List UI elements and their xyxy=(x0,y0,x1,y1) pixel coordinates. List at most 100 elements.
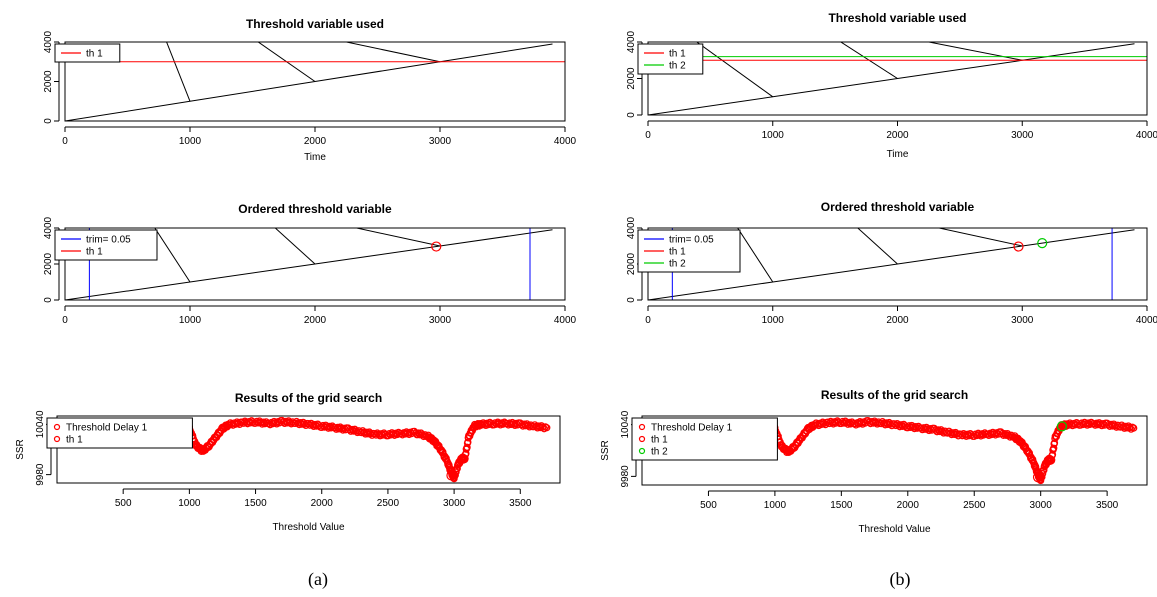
legend-label: trim= 0.05 xyxy=(669,235,714,246)
chart-b-grid: Results of the grid search 500 1000 1500 200… xyxy=(600,388,1148,535)
series-line-1 xyxy=(166,42,191,102)
y-tick-label: 4000 xyxy=(43,216,54,239)
legend-box xyxy=(46,417,193,449)
x-tick-label: 4000 xyxy=(554,136,577,147)
plot-marks xyxy=(648,42,1147,115)
chart-a-grid: Results of the grid search 500 1000 1500 200… xyxy=(15,391,561,533)
legend-swatch xyxy=(53,435,61,443)
x-tick-label: 1000 xyxy=(764,500,787,511)
series-line-2 xyxy=(839,42,898,79)
plot-frame xyxy=(64,41,566,122)
chart-b-ordered: Ordered threshold variable 0 1000 2000 3000 4… xyxy=(626,200,1157,326)
data-point xyxy=(461,454,469,463)
data-point xyxy=(412,429,420,437)
chart-title: Results of the grid search xyxy=(235,391,382,405)
legend-label: th 1 xyxy=(669,49,686,60)
data-point xyxy=(450,474,458,483)
y-tick-label: 2000 xyxy=(626,252,637,275)
data-point xyxy=(933,428,941,436)
data-point xyxy=(1050,439,1059,447)
legend: Threshold Delay 1th 1th 2 xyxy=(631,417,778,461)
data-point xyxy=(934,426,943,434)
y-tick-label: 4000 xyxy=(626,30,637,53)
legend-box xyxy=(54,229,158,261)
legend-label: Threshold Delay 1 xyxy=(66,423,148,434)
x-tick-label: 3000 xyxy=(1011,315,1034,326)
data-point xyxy=(1130,424,1138,432)
x-tick-label: 3000 xyxy=(443,498,466,509)
legend-swatch xyxy=(638,435,646,443)
x-tick-label: 0 xyxy=(645,315,651,326)
y-tick-label: 9980 xyxy=(35,463,46,486)
y-tick-label: 0 xyxy=(43,297,54,303)
data-point xyxy=(946,429,954,437)
legend-label: th 2 xyxy=(651,447,668,458)
x-tick-label: 3000 xyxy=(1030,500,1053,511)
data-point xyxy=(539,423,547,431)
series-line-3 xyxy=(354,228,441,247)
x-tick-label: 2500 xyxy=(963,500,986,511)
x-tick-label: 1500 xyxy=(244,498,267,509)
threshold-marker-1 xyxy=(1032,472,1044,483)
y-tick-label: 0 xyxy=(626,297,637,303)
caption-b: (b) xyxy=(890,569,911,590)
data-point xyxy=(1126,423,1134,432)
legend-label: th 1 xyxy=(669,247,686,258)
series-line-1 xyxy=(154,228,191,283)
data-point xyxy=(998,429,1006,438)
x-axis-label: Threshold Value xyxy=(858,524,931,535)
series-line-3 xyxy=(936,228,1023,247)
legend-label: trim= 0.05 xyxy=(86,235,131,246)
data-point xyxy=(413,431,421,439)
legend-box xyxy=(631,417,778,461)
plot-frame xyxy=(64,227,566,301)
x-tick-label: 4000 xyxy=(1136,130,1157,141)
x-tick-label: 2000 xyxy=(886,130,909,141)
series-line-2 xyxy=(274,228,316,265)
x-tick-label: 3500 xyxy=(509,498,532,509)
series-line-2 xyxy=(857,228,898,265)
x-tick-label: 2000 xyxy=(886,315,909,326)
plot-marks xyxy=(65,42,565,121)
x-tick-label: 1000 xyxy=(179,136,202,147)
series-line-1 xyxy=(737,228,774,283)
y-axis-label: SSR xyxy=(600,440,611,461)
data-point xyxy=(349,427,358,435)
legend-label: th 2 xyxy=(669,259,686,270)
y-tick-label: 4000 xyxy=(626,216,637,239)
chart-panels: Threshold variable used 0 1000 2000 3000 4000… xyxy=(15,11,1157,535)
y-tick-label: 2000 xyxy=(626,67,637,90)
legend-label: th 1 xyxy=(86,247,103,258)
legend: th 1 xyxy=(54,43,121,63)
series-line-0 xyxy=(648,43,1135,115)
data-point xyxy=(345,426,354,434)
data-point xyxy=(999,431,1008,439)
chart-title: Threshold variable used xyxy=(828,11,966,25)
x-tick-label: 3000 xyxy=(429,136,452,147)
y-tick-label: 2000 xyxy=(43,252,54,275)
data-point xyxy=(949,429,957,437)
chart-title: Threshold variable used xyxy=(246,17,384,31)
x-axis-label: Threshold Value xyxy=(272,522,345,533)
x-tick-label: 500 xyxy=(115,498,132,509)
y-tick-label: 10040 xyxy=(35,410,46,438)
x-tick-label: 3000 xyxy=(429,315,452,326)
threshold-marker-2 xyxy=(1037,238,1048,249)
x-tick-label: 3000 xyxy=(1011,130,1034,141)
series-line-3 xyxy=(343,42,441,63)
chart-title: Ordered threshold variable xyxy=(238,202,392,216)
legend-swatch xyxy=(638,423,646,431)
chart-a-ordered: Ordered threshold variable 0 1000 2000 3000 4… xyxy=(43,202,577,326)
x-tick-label: 2000 xyxy=(311,498,334,509)
y-tick-label: 0 xyxy=(626,112,637,118)
legend-label: Threshold Delay 1 xyxy=(651,423,733,434)
y-axis-label: SSR xyxy=(15,439,26,460)
data-point xyxy=(543,424,551,432)
data-point xyxy=(1002,431,1010,439)
x-tick-label: 1000 xyxy=(762,130,785,141)
plot-marks xyxy=(755,417,1138,485)
x-tick-label: 1500 xyxy=(830,500,853,511)
